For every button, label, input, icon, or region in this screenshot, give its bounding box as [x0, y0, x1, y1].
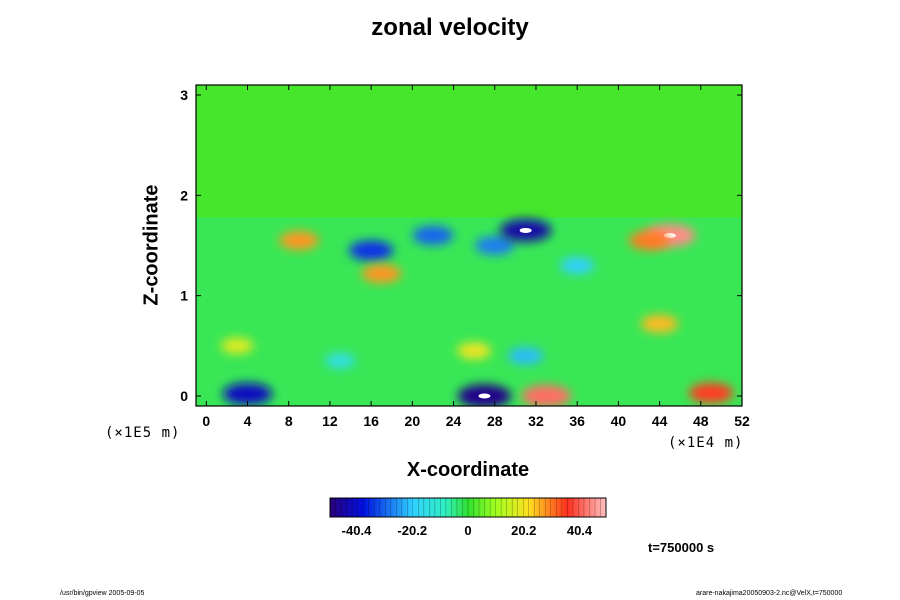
x-tick-label: 36: [569, 413, 585, 429]
y-axis-unit: (×1E5 m): [105, 425, 181, 441]
heatmap-cell-core: [478, 393, 491, 399]
x-tick-label: 24: [446, 413, 462, 429]
heatmap-cell: [521, 384, 571, 406]
y-axis: 0 1 2 3: [180, 87, 742, 404]
colorbar-tick-label: 20.2: [511, 523, 536, 538]
plot-frame: [195, 84, 743, 407]
y-tick-label: 1: [180, 288, 188, 304]
heatmap-cell: [560, 257, 595, 274]
heatmap-cell: [222, 382, 273, 406]
heatmap-cell: [628, 230, 670, 251]
time-label: t=750000 s: [648, 540, 715, 555]
x-tick-label: 12: [322, 413, 338, 429]
x-tick-label: 16: [363, 413, 379, 429]
x-tick-label: 8: [285, 413, 293, 429]
x-tick-label: 32: [528, 413, 544, 429]
heatmap-cell: [324, 353, 356, 369]
heatmap-plot-area: [196, 85, 742, 406]
colorbar-tick-label: -20.2: [397, 523, 427, 538]
y-tick-label: 3: [180, 87, 188, 103]
heatmap-cell: [279, 231, 319, 250]
x-tick-label: 4: [244, 413, 252, 429]
heatmap-cell: [507, 347, 544, 365]
footer-source: arare-nakajima20050903-2.nc@VelX,t=75000…: [696, 590, 843, 597]
colorbar-tick-label: -40.4: [342, 523, 372, 538]
chart-title: zonal velocity: [371, 14, 529, 41]
y-axis-label: Z-coordinate: [140, 184, 163, 306]
colorbar-tick-label: 40.4: [567, 523, 593, 538]
x-tick-label: 44: [652, 413, 668, 429]
colorbar: -40.4 -20.2 0 20.2 40.4: [329, 497, 607, 538]
x-axis-unit: (×1E4 m): [668, 435, 744, 451]
heatmap-cell: [412, 225, 454, 246]
x-axis-label: X-coordinate: [406, 459, 530, 481]
x-tick-label: 40: [611, 413, 627, 429]
heatmap-cell: [474, 236, 515, 255]
x-tick-label: 28: [487, 413, 503, 429]
x-tick-label: 52: [734, 413, 750, 429]
y-tick-label: 2: [180, 187, 188, 203]
heatmap-cell: [688, 382, 734, 404]
heatmap-cell: [348, 240, 394, 261]
footer-command: /usr/bin/gpview 2005-09-05: [60, 590, 145, 597]
colorbar-tick-label: 0: [464, 523, 471, 538]
heatmap-cell: [457, 342, 492, 360]
x-axis: 0 4 8 12 16 20 24 28 32 36 40 44 48 52: [202, 85, 750, 429]
heatmap-cell: [640, 314, 679, 333]
heatmap-cell-core: [519, 227, 532, 233]
y-tick-label: 0: [180, 388, 188, 404]
x-tick-label: 20: [405, 413, 421, 429]
heatmap-cell: [361, 264, 402, 283]
heatmap-cell: [220, 337, 254, 354]
x-tick-label: 48: [693, 413, 709, 429]
x-tick-label: 0: [202, 413, 210, 429]
